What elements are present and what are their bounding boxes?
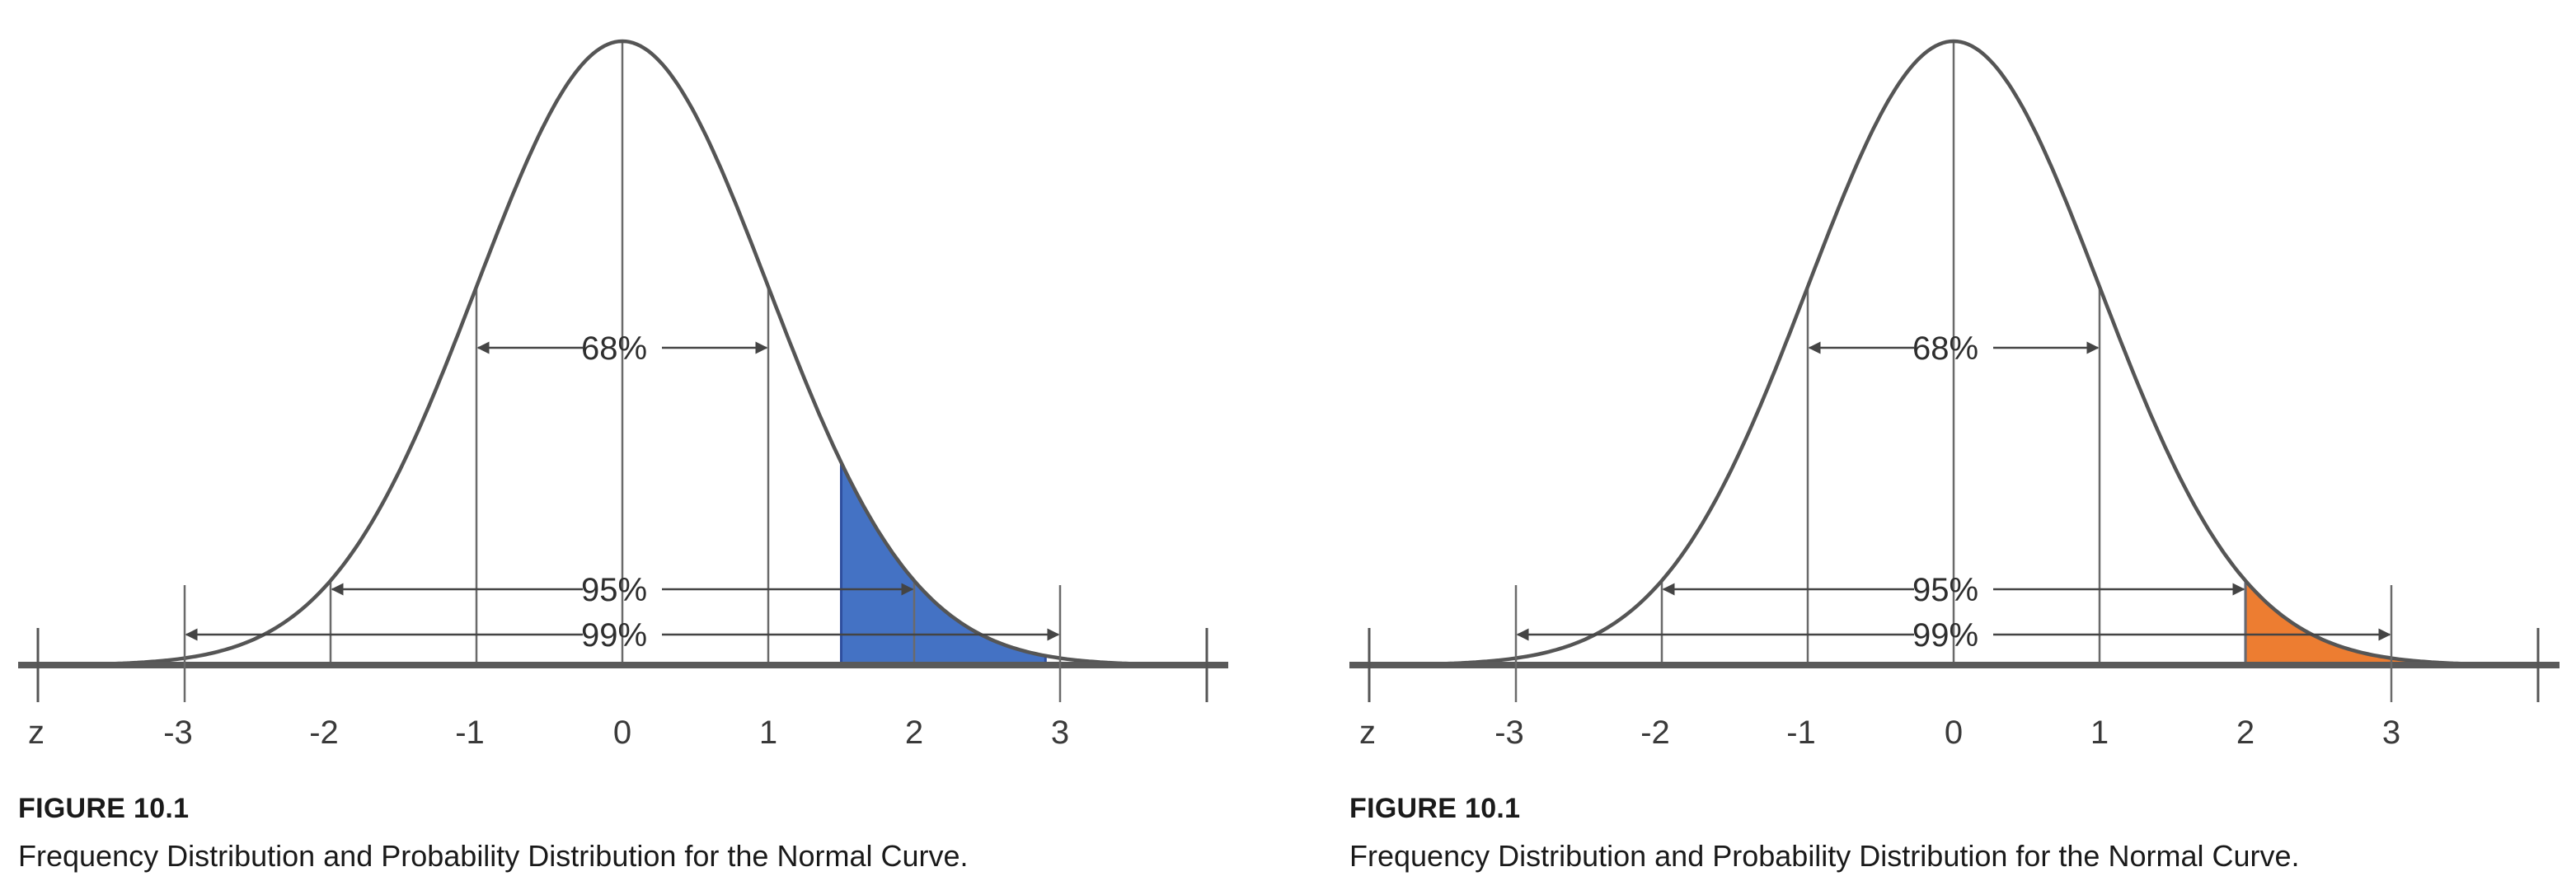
range-label: 99% — [1912, 617, 1978, 654]
figure-label-1: FIGURE 10.1 — [18, 793, 190, 824]
x-tick-label: -3 — [1494, 715, 1524, 751]
x-axis-label: z — [28, 715, 45, 751]
figure-label-2: FIGURE 10.1 — [1349, 793, 1521, 824]
x-tick-label: -2 — [1640, 715, 1670, 751]
x-tick-label: 2 — [905, 715, 923, 751]
normal-curve — [1355, 39, 2552, 668]
shaded-region — [2244, 577, 2460, 667]
x-tick-label: 1 — [2090, 715, 2109, 751]
x-tick-label: 0 — [1945, 715, 1963, 751]
x-tick-label: 2 — [2236, 715, 2255, 751]
range-label: 99% — [581, 617, 647, 654]
x-tick-label: -2 — [309, 715, 339, 751]
x-axis-label: z — [1359, 715, 1376, 751]
range-label: 68% — [1912, 330, 1978, 367]
x-tick-label: 0 — [613, 715, 631, 751]
range-label: 95% — [1912, 572, 1978, 608]
range-label: 68% — [581, 330, 647, 367]
x-tick-label: 3 — [2382, 715, 2400, 751]
x-tick-label: -3 — [163, 715, 193, 751]
x-tick-label: 1 — [759, 715, 777, 751]
range-label: 95% — [581, 572, 647, 608]
normal-curve — [24, 39, 1221, 668]
x-tick-label: -1 — [1786, 715, 1816, 751]
chart-panel-2: 68% 95% 99% -3 -2 -1 0 1 2 3 z FIGURE 10.1 Frequen… — [1331, 0, 2576, 895]
figure-caption-2: Frequency Distribution and Probability D… — [1349, 839, 2300, 873]
chart-panel-1: 68% 95% 99% -3 -2 -1 0 1 2 3 z FIGURE 10.1 Frequen… — [0, 0, 1286, 895]
x-tick-label: -1 — [455, 715, 485, 751]
x-tick-label: 3 — [1051, 715, 1069, 751]
normal-curve-chart-1: 68% 95% 99% -3 -2 -1 0 1 2 3 z — [18, 39, 1228, 751]
normal-curve-chart-2: 68% 95% 99% -3 -2 -1 0 1 2 3 z — [1349, 39, 2560, 751]
figure-caption-1: Frequency Distribution and Probability D… — [18, 839, 969, 873]
